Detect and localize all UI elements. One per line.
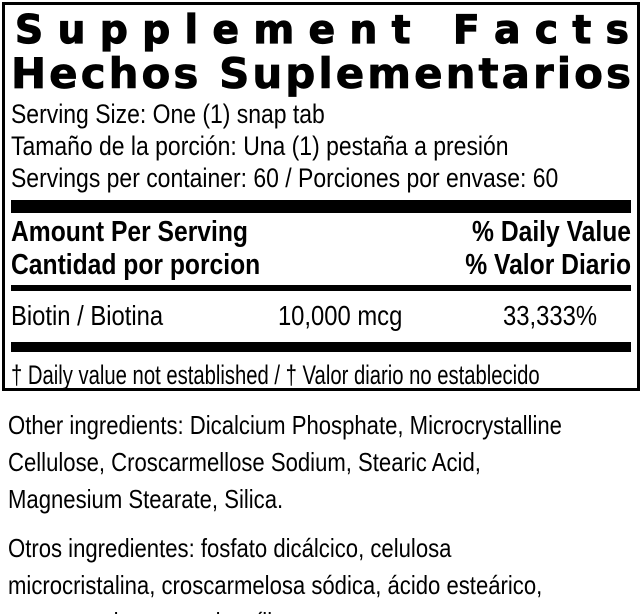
other-ingredients-spanish: Otros ingredientes: fosfato dicálcico, c… (8, 533, 543, 614)
nutrient-name: Biotin / Biotina (11, 300, 164, 331)
daily-value-header: % Daily Value (472, 216, 632, 248)
nutrient-daily-value: 33,333% (503, 300, 598, 331)
rule-medium (11, 285, 631, 291)
amount-per-serving-header-es: Cantidad por porcion (11, 249, 261, 281)
column-headers-spanish: Cantidad por porcion % Valor Diario (11, 249, 631, 282)
daily-value-footnote: † Daily value not established / † Valor … (11, 360, 540, 390)
other-ingredients-section: Other ingredients: Dicalcium Phosphate, … (8, 407, 640, 614)
column-headers-english: Amount Per Serving % Daily Value (11, 216, 631, 249)
serving-size-english: Serving Size: One (1) snap tab (11, 99, 325, 129)
servings-per-container: Servings per container: 60 / Porciones p… (11, 163, 559, 193)
rule-thick-bottom (11, 342, 631, 352)
daily-value-header-es: % Valor Diario (465, 249, 632, 281)
serving-info: Serving Size: One (1) snap tab Tamaño de… (11, 96, 631, 194)
serving-size-spanish: Tamaño de la porción: Una (1) pestaña a … (11, 131, 509, 161)
nutrient-row-biotin: Biotin / Biotina 10,000 mcg 33,333% (11, 294, 631, 340)
column-headers: Amount Per Serving % Daily Value Cantida… (11, 216, 631, 282)
other-ingredients-english: Other ingredients: Dicalcium Phosphate, … (8, 410, 562, 514)
amount-per-serving-header: Amount Per Serving (11, 216, 248, 248)
rule-thick-top (11, 200, 631, 213)
nutrient-amount: 10,000 mcg (277, 300, 403, 331)
